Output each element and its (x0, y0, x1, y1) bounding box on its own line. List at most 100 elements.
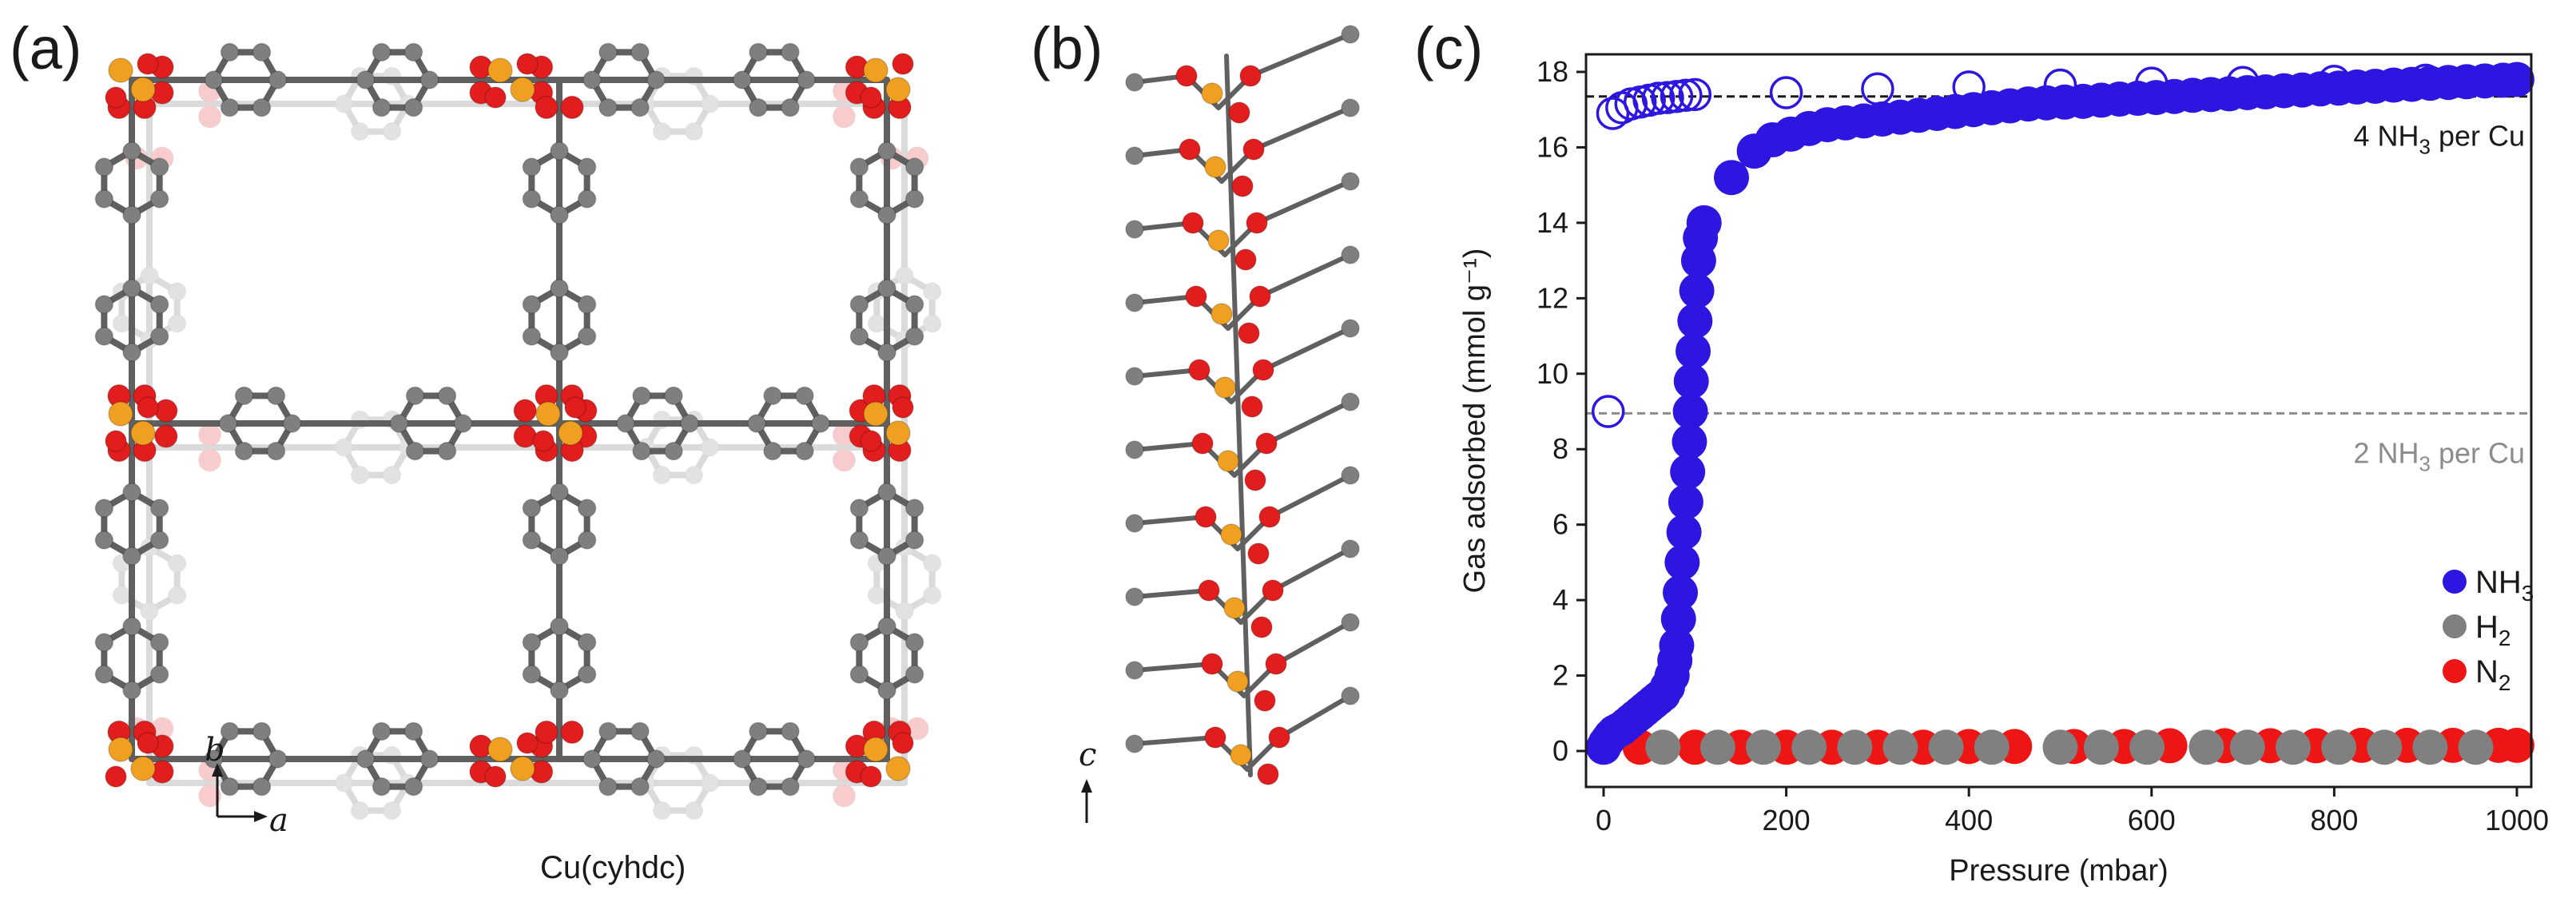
carbon-atom (877, 279, 896, 298)
y-tick-label: 2 (1552, 659, 1568, 692)
legend-marker-1 (2443, 614, 2467, 638)
data-point-NH3_desorption-12 (1861, 72, 1894, 105)
carbon-atom (577, 665, 597, 684)
legend-label-0: NH3 (2475, 565, 2534, 606)
carbon-atom (252, 42, 272, 62)
carbon-atom (140, 602, 159, 621)
carbon-atom (204, 70, 224, 89)
carbon-atom (382, 121, 402, 141)
copper-atom (108, 401, 133, 427)
carbon-atom (781, 97, 800, 117)
carbon-atom (94, 499, 114, 518)
carbon-atom (797, 70, 816, 89)
carbon-atom (372, 721, 392, 741)
bond (873, 320, 908, 343)
oxygen-atom (860, 86, 882, 109)
carbon-atom (630, 97, 650, 117)
y-tick-label: 18 (1536, 55, 1568, 88)
oxygen-atom (197, 448, 222, 472)
oxygen-atom (1198, 579, 1220, 602)
carbon-atom (1125, 73, 1144, 92)
x-tick-label: 800 (2310, 804, 2358, 836)
carbon-atom (252, 777, 272, 797)
carbon-atom (733, 70, 752, 89)
carbon-atom (149, 531, 169, 550)
oxygen-atom (154, 424, 178, 448)
legend-marker-0 (2443, 570, 2467, 594)
oxygen-atom (832, 105, 857, 129)
copper-atom (1223, 597, 1246, 619)
oxygen-atom (535, 95, 559, 120)
bond (690, 101, 714, 135)
y-tick-label: 4 (1552, 583, 1568, 616)
carbon-atom (234, 441, 254, 461)
carbon-atom (149, 499, 169, 518)
carbon-atom (598, 721, 618, 741)
carbon-atom (877, 546, 896, 566)
carbon-atom (1125, 661, 1144, 680)
data-point-NH3_adsorption-34 (1686, 205, 1722, 240)
y-tick-label: 14 (1536, 206, 1568, 239)
oxygen-atom (892, 53, 914, 75)
axis-b-label: b (205, 732, 225, 769)
oxygen-atom (1252, 359, 1274, 381)
oxygen-atom (1234, 248, 1257, 271)
carbon-atom (598, 42, 618, 62)
oxygen-atom (832, 784, 857, 808)
data-point-NH3_adsorption-24 (1668, 484, 1703, 520)
oxygen-atom (1182, 212, 1204, 234)
carbon-atom (550, 546, 569, 566)
carbon-atom (167, 314, 187, 333)
carbon-atom (372, 42, 392, 62)
carbon-atom (372, 777, 392, 797)
oxygen-atom (560, 95, 584, 120)
copper-atom (510, 77, 535, 102)
oxygen-atom (892, 732, 914, 754)
carbon-atom (522, 665, 542, 684)
carbon-atom (598, 777, 618, 797)
carbon-atom (577, 633, 597, 652)
data-point-NH3_desorption-6 (1641, 81, 1676, 115)
x-tick-label: 600 (2128, 804, 2176, 836)
x-tick-label: 200 (1763, 804, 1811, 836)
data-point-NH3_adsorption-19 (1659, 627, 1695, 663)
data-point-NH3_adsorption-31 (1679, 272, 1715, 308)
oxygen-atom (1257, 763, 1279, 785)
oxygen-atom (1254, 689, 1276, 712)
bond (1132, 441, 1205, 452)
carbon-atom (1125, 146, 1144, 165)
carbon-atom (877, 483, 896, 502)
carbon-atom (356, 749, 376, 769)
carbon-atom (382, 801, 402, 821)
carbon-atom (747, 414, 766, 433)
carbon-atom (122, 279, 141, 298)
oxygen-atom (1191, 432, 1214, 455)
carbon-atom (763, 386, 782, 406)
oxygen-atom (1228, 101, 1250, 124)
legend-label-1: H2 (2475, 610, 2510, 650)
bond (340, 101, 364, 135)
carbon-atom (437, 441, 457, 461)
oxygen-atom (1179, 138, 1201, 161)
carbon-atom (1341, 245, 1360, 264)
oxygen-atom (892, 396, 914, 419)
data-point-NH3_desorption-15 (2135, 66, 2169, 100)
carbon-atom (849, 189, 869, 209)
y-tick-label: 12 (1536, 281, 1568, 314)
carbon-atom (664, 386, 683, 406)
carbon-atom (684, 121, 704, 141)
carbon-atom (350, 121, 370, 141)
carbon-atom (577, 499, 597, 518)
carbon-atom (1125, 367, 1144, 386)
bond (901, 272, 936, 295)
carbon-atom (1341, 539, 1360, 558)
reference-label-0: 4 NH3 per Cu (2353, 120, 2525, 159)
bond (1251, 105, 1353, 152)
oxygen-atom (1265, 653, 1287, 675)
carbon-atom (849, 157, 869, 177)
carbon-atom (849, 499, 869, 518)
carbon-atom (405, 441, 425, 461)
oxygen-atom (1258, 506, 1281, 528)
data-point-H2-17 (2458, 729, 2494, 765)
copper-atom (863, 737, 888, 762)
